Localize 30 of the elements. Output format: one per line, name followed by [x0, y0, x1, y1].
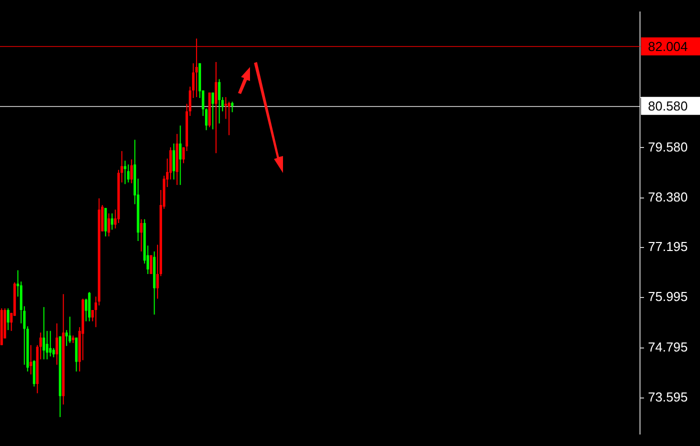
candlestick [110, 212, 114, 230]
candlestick [150, 254, 152, 275]
ref-line-label: 80.580 [648, 98, 688, 114]
candlestick [6, 308, 10, 331]
y-tick-label: 75.995 [648, 289, 688, 304]
candlestick [49, 330, 52, 357]
y-tick-label: 78.380 [648, 189, 688, 204]
y-tick-label: 74.795 [648, 339, 688, 354]
candlestick [130, 158, 133, 184]
y-tick-label: 79.580 [648, 139, 688, 154]
candlestick [68, 316, 72, 344]
candlestick [108, 212, 110, 237]
candlestick [214, 61, 218, 154]
candlestick [218, 78, 221, 124]
candlestick [42, 306, 46, 360]
candlestick [172, 143, 176, 180]
candlestick [127, 164, 130, 183]
candlestick [32, 360, 36, 388]
y-tick-label: 77.195 [648, 239, 688, 254]
candlestick [30, 344, 32, 375]
candlestick [228, 101, 230, 136]
candlestick [212, 92, 214, 130]
y-tick-label: 73.595 [648, 390, 688, 405]
ref-line-label: 82.004 [648, 38, 688, 54]
candlestick [56, 322, 58, 366]
candlestick [179, 125, 182, 186]
candlestick [104, 207, 107, 237]
candlestick [231, 101, 234, 113]
candlestick [140, 218, 143, 252]
candlestick [124, 160, 126, 185]
